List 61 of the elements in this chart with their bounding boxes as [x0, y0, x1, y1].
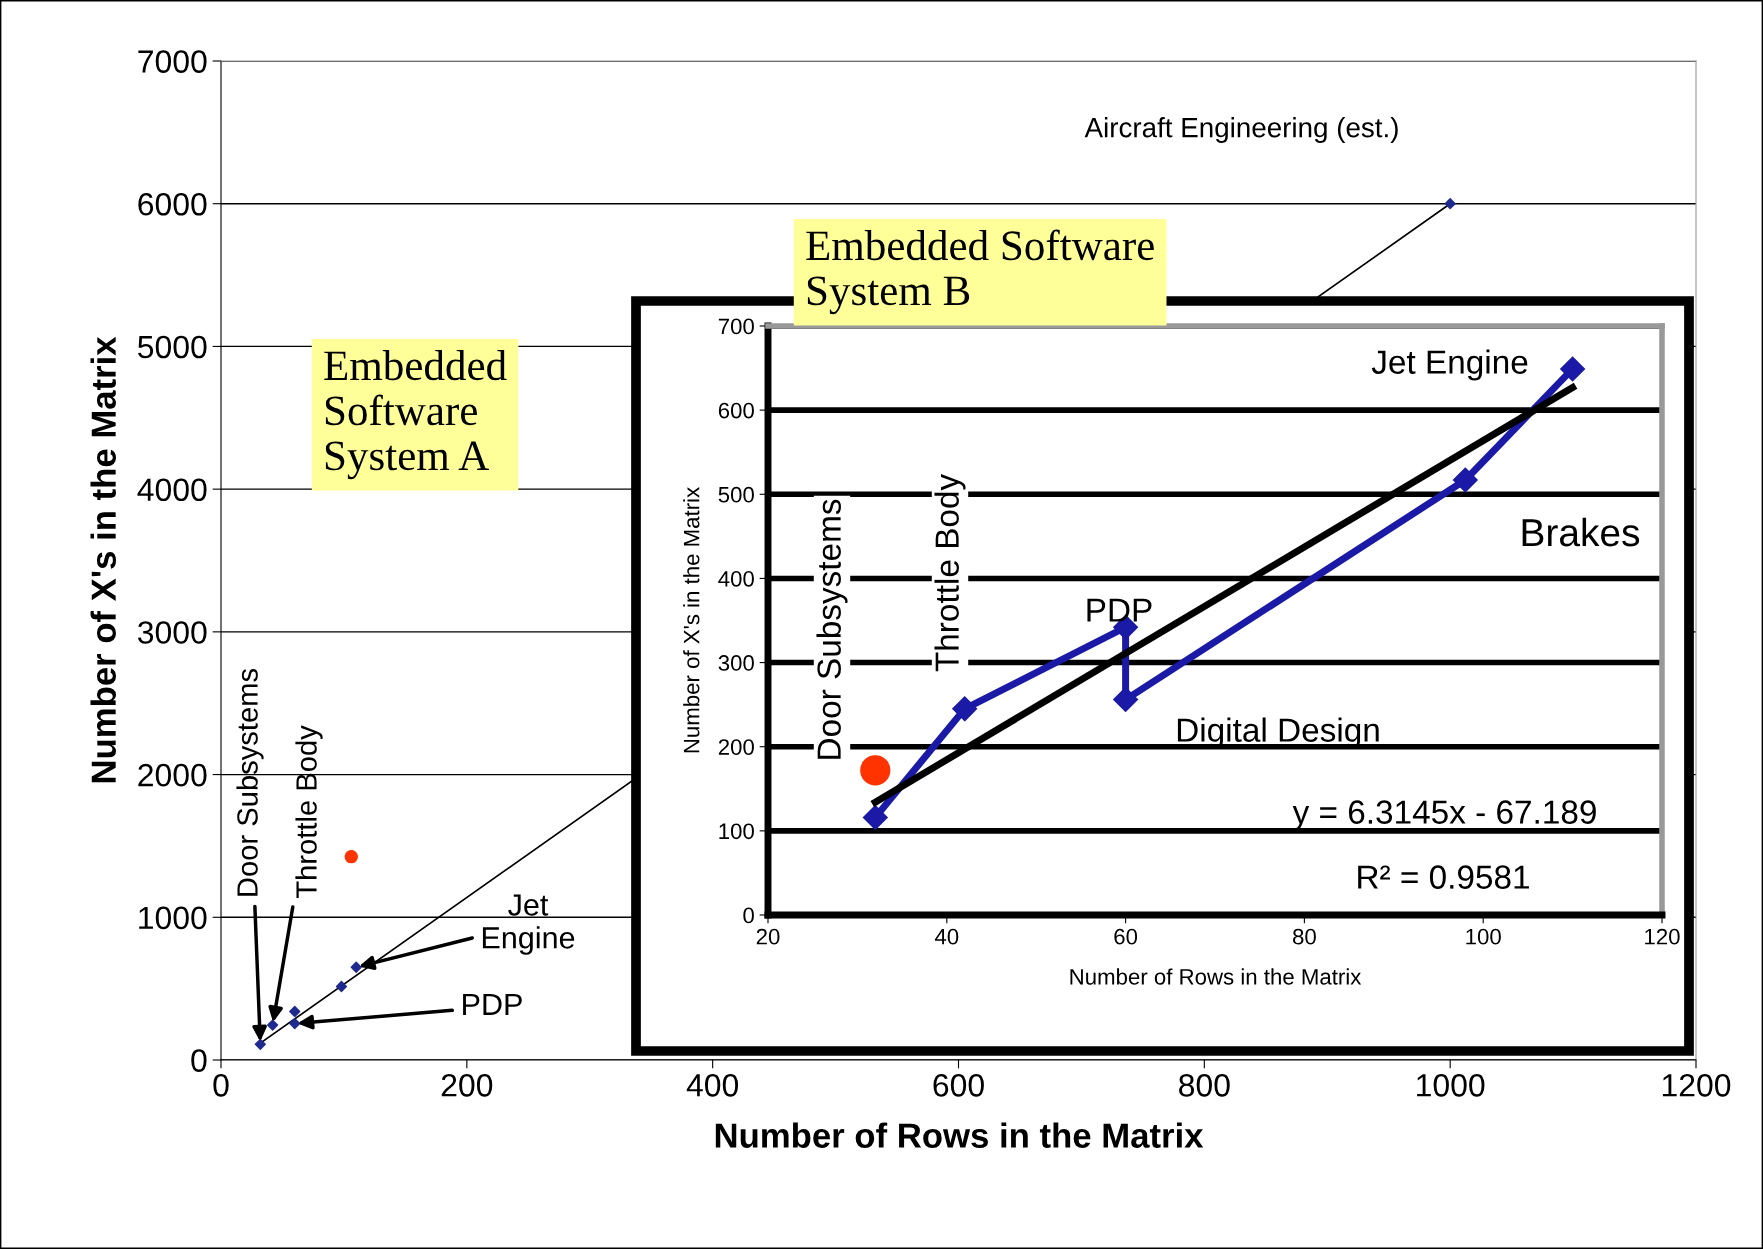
x-tick-label: 40	[934, 928, 959, 945]
x-axis-title: Number of Rows in the Matrix	[1070, 968, 1362, 985]
x-tick-label: 600	[933, 1074, 984, 1097]
x-tick-label: 1200	[1662, 1074, 1731, 1097]
x-tick-label: 120	[1645, 928, 1680, 945]
point	[1113, 687, 1139, 713]
y-tick-label: 600	[718, 402, 754, 419]
x-axis-title: Number of Rows in the Matrix	[715, 1122, 1204, 1148]
y-tick-label: 700	[718, 318, 754, 335]
point	[1452, 467, 1478, 493]
y-tick-label: 2000	[138, 763, 207, 787]
y-tick-label: 1000	[139, 906, 207, 930]
annotation: Embedded Software System A	[324, 350, 507, 480]
y-tick-label: 4000	[137, 478, 207, 502]
point	[344, 849, 359, 864]
annotation: Throttle Body	[295, 725, 323, 899]
x-tick-label: 200	[441, 1074, 493, 1097]
y-tick-label: 0	[191, 1049, 207, 1072]
y-tick-label: 3000	[137, 621, 207, 644]
y-tick-label: 500	[718, 486, 754, 503]
annotation: Throttle Body	[934, 473, 966, 672]
point	[1560, 356, 1586, 382]
x-tick-label: 100	[1466, 928, 1501, 945]
point	[860, 755, 891, 786]
point	[254, 1038, 266, 1050]
y-tick-label: 0	[743, 907, 754, 924]
y-tick-label: 400	[718, 570, 754, 587]
annotation: Digital Design	[1177, 717, 1379, 749]
annotation: PDP	[1087, 598, 1152, 622]
x-tick-label: 800	[1179, 1074, 1230, 1097]
x-tick-label: 60	[1114, 928, 1138, 945]
x-tick-label: 400	[686, 1074, 739, 1097]
point	[350, 961, 362, 973]
point	[862, 804, 888, 830]
annotation: Embedded Software System B	[806, 229, 1154, 315]
y-tick-label: 200	[718, 739, 754, 755]
y-tick-label: 300	[718, 655, 754, 671]
x-tick-label: 20	[756, 928, 780, 945]
annotation: Door Subsystems	[816, 499, 848, 759]
y-tick-label: 6000	[138, 192, 207, 216]
y-tick-label: 7000	[138, 50, 207, 73]
y-tick-label: 100	[719, 823, 754, 840]
point	[1444, 198, 1456, 210]
annotation: PDP	[463, 993, 522, 1015]
annotation: Jet Engine	[482, 894, 575, 955]
x-tick-label: 80	[1293, 928, 1316, 945]
annotation: Brakes	[1522, 517, 1640, 547]
annotation: Door Subsystems	[236, 668, 264, 896]
x-tick-label: 0	[213, 1074, 229, 1097]
annotation: R² = 0.9581	[1358, 865, 1529, 889]
y-axis-title: Number of X's in the Matrix	[683, 487, 700, 753]
point	[289, 1018, 301, 1030]
point	[267, 1019, 279, 1031]
point	[335, 980, 348, 993]
annotation: Jet Engine	[1371, 349, 1528, 381]
point	[289, 1005, 301, 1018]
y-axis-title: Number of X's in the Matrix	[90, 336, 116, 783]
point	[952, 696, 978, 722]
y-tick-label: 5000	[138, 335, 207, 359]
annotation: Aircraft Engineering (est.)	[1084, 117, 1398, 143]
x-tick-label: 1000	[1417, 1074, 1485, 1097]
